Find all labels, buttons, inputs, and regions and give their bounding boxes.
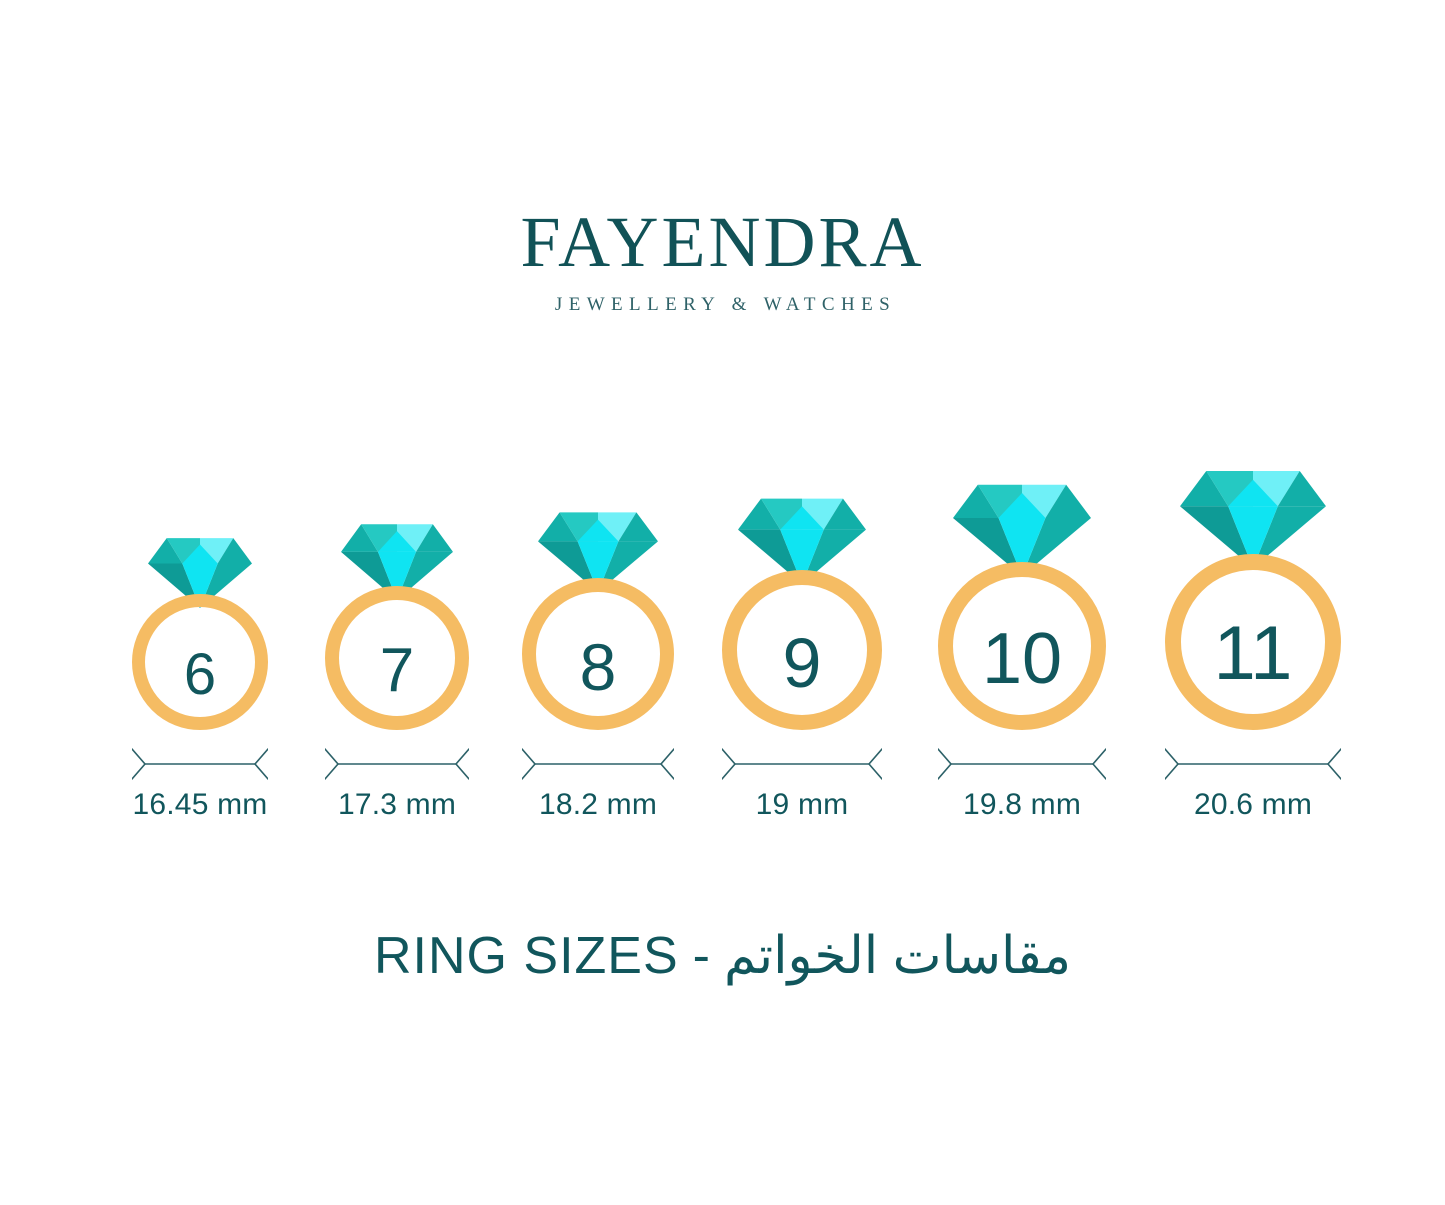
ring-size-item[interactable]: 9 19 mm bbox=[692, 496, 912, 820]
ring-size-item[interactable]: 10 19.8 mm bbox=[912, 482, 1132, 820]
ring-size-number: 8 bbox=[579, 629, 617, 704]
ring-size-item[interactable]: 7 17.3 mm bbox=[287, 522, 507, 820]
brand-name: FAYENDRA bbox=[520, 202, 925, 282]
dimension-arrow bbox=[938, 748, 1106, 780]
ring-diameter-label: 18.2 mm bbox=[538, 788, 658, 821]
dimension-arrow bbox=[325, 748, 469, 780]
ring-band bbox=[1165, 554, 1341, 730]
diamond-icon bbox=[953, 484, 1091, 576]
ring-size-number: 10 bbox=[981, 618, 1063, 699]
ring-figure: 10 bbox=[938, 482, 1106, 730]
dimension-arrow bbox=[132, 748, 268, 780]
ring-size-number: 9 bbox=[782, 623, 822, 702]
dimension-arrow bbox=[1165, 748, 1341, 780]
dimension-arrow bbox=[722, 748, 882, 780]
diamond-icon bbox=[341, 524, 453, 600]
ring-diameter-label: 20.6 mm bbox=[1193, 788, 1313, 821]
diamond-icon bbox=[738, 498, 866, 584]
ring-size-number: 11 bbox=[1213, 611, 1293, 697]
chart-caption: RING SIZES - مقاسات الخواتم bbox=[0, 930, 1445, 982]
ring-size-row: 6 16.45 mm 7 17.3 mm 8 18. bbox=[0, 440, 1445, 820]
ring-diameter-label: 17.3 mm bbox=[337, 788, 457, 821]
ring-size-item[interactable]: 8 18.2 mm bbox=[488, 510, 708, 820]
ring-size-item[interactable]: 11 20.6 mm bbox=[1143, 468, 1363, 820]
ring-band bbox=[132, 594, 268, 730]
ring-figure: 8 bbox=[522, 510, 674, 730]
ring-band bbox=[938, 562, 1106, 730]
ring-diameter-label: 16.45 mm bbox=[132, 788, 268, 821]
ring-size-item[interactable]: 6 16.45 mm bbox=[90, 536, 310, 820]
caption-arabic: مقاسات الخواتم bbox=[723, 927, 1072, 985]
ring-figure: 11 bbox=[1165, 468, 1341, 730]
ring-band bbox=[325, 586, 469, 730]
ring-figure: 7 bbox=[325, 522, 469, 730]
ring-diameter-label: 19.8 mm bbox=[962, 788, 1082, 821]
diamond-icon bbox=[538, 512, 658, 592]
dimension-arrow bbox=[522, 748, 674, 780]
brand-logo: FAYENDRA JEWELLERY & WATCHES bbox=[0, 206, 1445, 314]
brand-tagline: JEWELLERY & WATCHES bbox=[554, 294, 897, 315]
ring-band bbox=[522, 578, 674, 730]
ring-diameter-label: 19 mm bbox=[755, 788, 849, 821]
diamond-icon bbox=[1180, 470, 1326, 568]
ring-figure: 9 bbox=[722, 496, 882, 730]
ring-size-number: 7 bbox=[379, 635, 415, 705]
caption-english: RING SIZES bbox=[373, 927, 679, 985]
caption-separator: - bbox=[692, 927, 710, 985]
ring-band bbox=[722, 570, 882, 730]
ring-size-number: 6 bbox=[183, 641, 217, 707]
ring-figure: 6 bbox=[132, 536, 268, 730]
